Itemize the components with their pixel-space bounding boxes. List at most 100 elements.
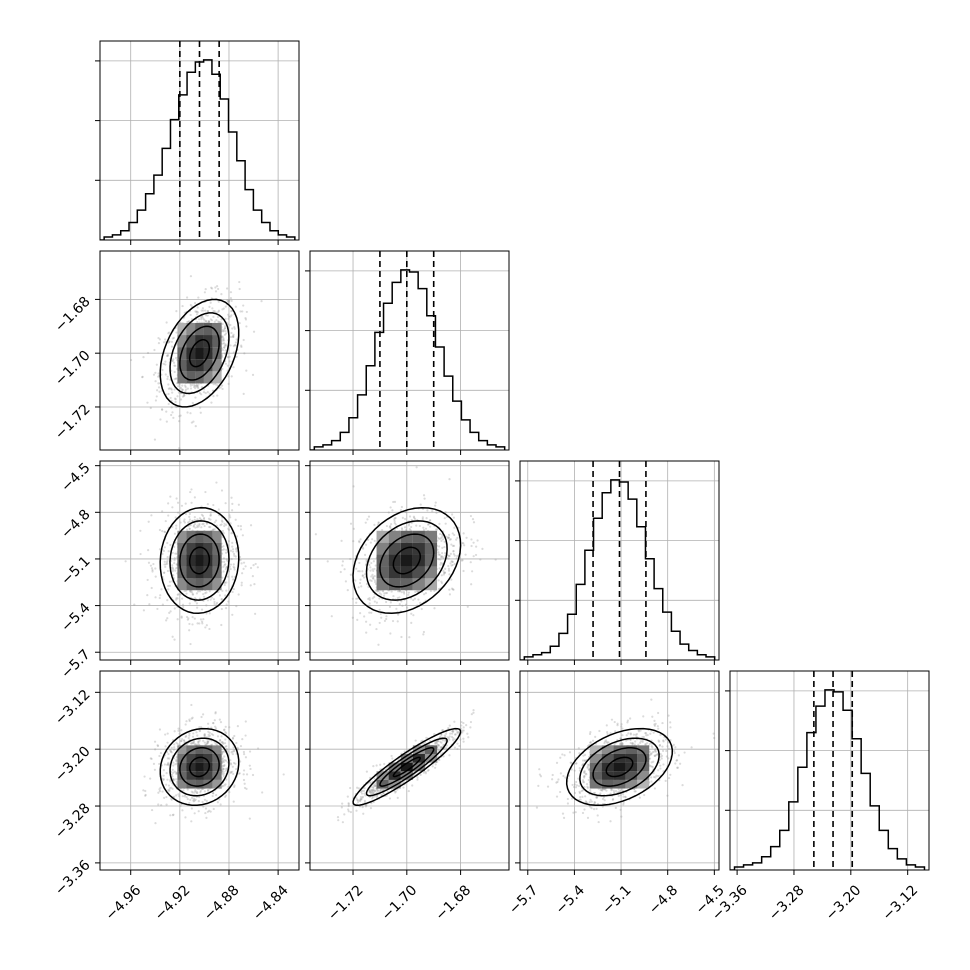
scatter-point xyxy=(208,734,212,737)
scatter-point xyxy=(356,786,359,789)
scatter-point xyxy=(448,738,451,741)
scatter-point xyxy=(601,788,605,791)
scatter-point xyxy=(382,788,385,791)
scatter-point xyxy=(153,740,157,743)
scatter-point xyxy=(198,522,201,526)
scatter-point xyxy=(181,388,185,391)
scatter-point xyxy=(175,356,178,360)
scatter-point xyxy=(175,756,178,759)
panel-2-2 xyxy=(515,460,720,665)
scatter-point xyxy=(406,606,409,609)
density-cell xyxy=(203,762,213,772)
scatter-point xyxy=(203,733,206,737)
scatter-point xyxy=(379,612,382,615)
scatter-point xyxy=(158,390,161,393)
scatter-point xyxy=(356,618,359,621)
scatter-point xyxy=(178,446,181,450)
scatter-point xyxy=(230,496,233,499)
scatter-point xyxy=(221,339,224,342)
scatter-point xyxy=(185,795,188,799)
scatter-point xyxy=(166,375,169,378)
scatter-point xyxy=(190,790,193,793)
scatter-point xyxy=(221,750,224,754)
scatter-point xyxy=(218,798,221,801)
scatter-point xyxy=(222,772,225,775)
scatter-point xyxy=(613,720,616,724)
scatter-point xyxy=(230,310,233,313)
panel-frame xyxy=(309,670,510,871)
scatter-point xyxy=(400,527,404,530)
scatter-point xyxy=(412,515,416,518)
scatter-point xyxy=(221,750,224,753)
scatter-point xyxy=(213,528,216,531)
scatter-point xyxy=(147,520,150,523)
scatter-point xyxy=(235,768,238,771)
scatter-point xyxy=(196,524,199,527)
scatter-point xyxy=(358,581,362,585)
scatter-point xyxy=(369,569,372,572)
scatter-point xyxy=(420,607,423,611)
scatter-point xyxy=(455,557,458,560)
scatter-point xyxy=(372,791,375,794)
scatter-point xyxy=(341,821,344,824)
scatter-point xyxy=(234,518,237,521)
scatter-point xyxy=(225,548,228,551)
scatter-point xyxy=(221,758,224,761)
scatter-point xyxy=(174,552,177,555)
scatter-point xyxy=(155,395,158,398)
scatter-point xyxy=(222,760,225,764)
scatter-point xyxy=(354,579,357,582)
scatter-point xyxy=(437,587,441,591)
scatter-point xyxy=(198,392,202,395)
scatter-point xyxy=(416,778,419,781)
scatter-point xyxy=(233,343,236,347)
scatter-point xyxy=(205,799,208,802)
scatter-point xyxy=(185,735,188,738)
scatter-point xyxy=(349,786,352,790)
density-cell xyxy=(177,753,187,763)
scatter-point xyxy=(424,527,428,530)
scatter-point xyxy=(167,752,170,756)
scatter-point xyxy=(196,311,200,314)
scatter-point xyxy=(173,607,176,610)
scatter-point xyxy=(253,583,256,586)
scatter-point xyxy=(447,554,451,557)
scatter-point xyxy=(204,287,207,291)
scatter-point xyxy=(220,293,223,296)
scatter-point xyxy=(193,301,197,305)
scatter-point xyxy=(184,502,187,505)
scatter-point xyxy=(367,515,371,518)
scatter-point xyxy=(440,746,443,749)
scatter-point xyxy=(232,761,236,765)
scatter-point xyxy=(222,774,225,777)
scatter-point xyxy=(176,501,180,504)
scatter-point xyxy=(407,591,410,594)
scatter-point xyxy=(214,725,217,728)
scatter-point xyxy=(440,581,444,585)
scatter-point xyxy=(158,728,162,731)
scatter-point xyxy=(385,591,389,595)
scatter-point xyxy=(375,789,378,792)
panel-2-0: −5.7−5.4−5.1−4.8−4.5 xyxy=(58,460,300,682)
panel-frame xyxy=(519,460,720,661)
scatter-point xyxy=(165,619,168,622)
scatter-point xyxy=(142,356,145,359)
scatter-point xyxy=(440,741,443,744)
scatter-point xyxy=(449,538,452,541)
scatter-point xyxy=(203,798,207,801)
scatter-point xyxy=(403,592,406,595)
scatter-point xyxy=(233,327,236,330)
scatter-point xyxy=(481,547,484,551)
scatter-point xyxy=(369,791,372,794)
scatter-point xyxy=(214,712,217,715)
scatter-point xyxy=(658,743,662,747)
scatter-point xyxy=(214,286,217,289)
scatter-point xyxy=(249,767,252,771)
scatter-point xyxy=(172,813,175,816)
scatter-point xyxy=(179,386,183,390)
scatter-point xyxy=(225,566,228,569)
scatter-point xyxy=(470,583,473,586)
scatter-point xyxy=(188,527,191,530)
scatter-point xyxy=(401,528,404,531)
scatter-point xyxy=(184,388,188,391)
